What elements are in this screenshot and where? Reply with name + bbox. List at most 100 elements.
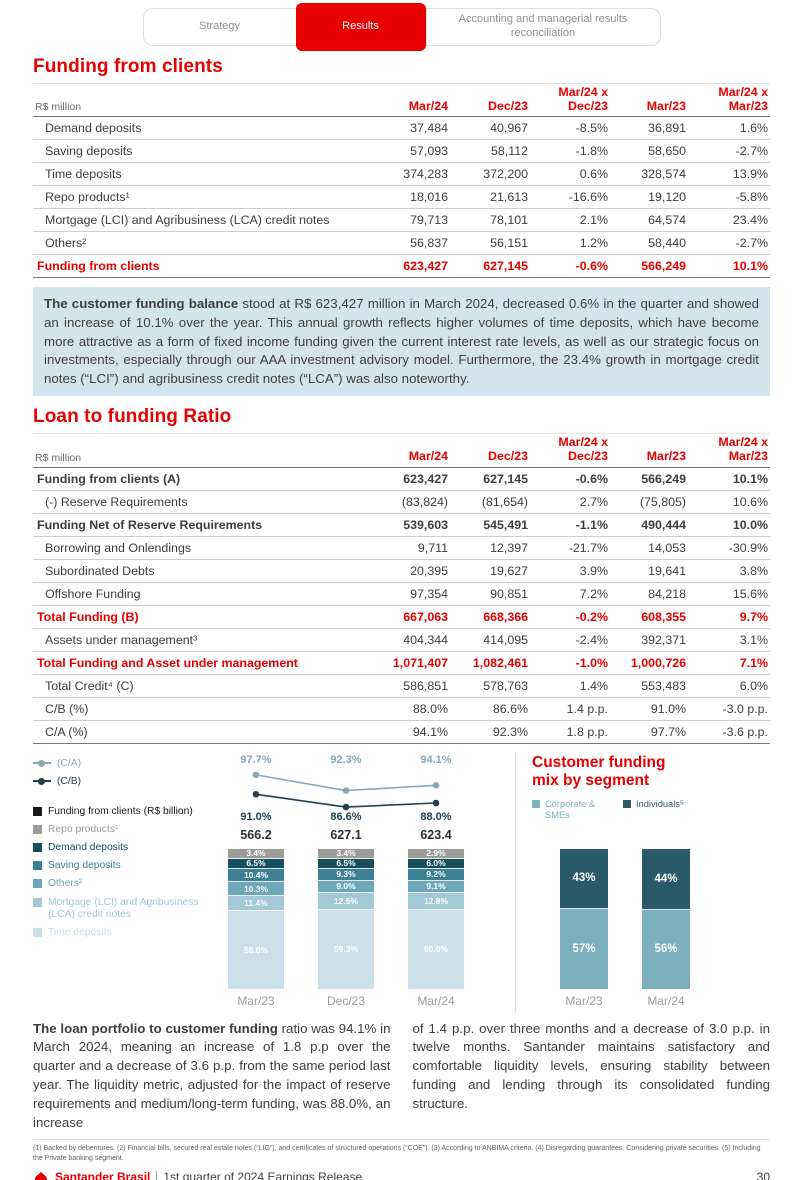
cell-value: -0.6%	[575, 259, 608, 274]
table-row: Others² 56,837 56,151 1.2% 58,440 -2.7%	[33, 232, 770, 256]
cell-value: 19,627	[490, 563, 528, 578]
cell-value: 58,650	[648, 144, 686, 159]
cell-value: 78,101	[490, 213, 528, 228]
cell-value: 64,574	[648, 213, 686, 228]
cell-value: 37,484	[410, 121, 448, 136]
square-marker-icon	[33, 825, 42, 835]
line-point-marker	[342, 786, 350, 794]
table-row: Offshore Funding 97,354 90,851 7.2% 84,218 15…	[33, 583, 770, 606]
cell-value: -21.7%	[568, 540, 608, 555]
cell-value: 374,283	[403, 167, 448, 182]
tab-accounting-reconciliation[interactable]: Accounting and managerial results reconc…	[425, 9, 660, 45]
stacked-bar: 3.4% 6.5% 9.3% 9.0% 12.5% 59.3%	[318, 848, 374, 989]
segment-legend-item: Individuals⁵	[623, 799, 684, 820]
analysis-left-column: The loan portfolio to customer funding r…	[33, 1020, 391, 1133]
cell-value: 84,218	[648, 586, 686, 601]
square-marker-icon	[33, 879, 42, 889]
cell-value: 623,427	[403, 471, 448, 486]
cb-line-labels: 91.0% 86.6% 88.0%	[211, 811, 501, 826]
line-point-marker	[252, 790, 260, 798]
funding-from-clients-table: R$ million Mar/24 Dec/23 Mar/24 x Dec/23 Mar…	[33, 83, 770, 279]
row-label: (-) Reserve Requirements	[45, 494, 188, 509]
cell-value: 586,851	[403, 678, 448, 693]
legend-item: Demand deposits	[33, 842, 211, 854]
charts-section: (C/A) (C/B) Funding from clients (R$ billi…	[33, 751, 770, 1012]
table-row: Funding Net of Reserve Requirements 539,6…	[33, 514, 770, 537]
bar-category-labels: Mar/23 Dec/23 Mar/24	[211, 994, 501, 1012]
cell-value: 7.1%	[739, 655, 768, 670]
legend-label: (C/B)	[57, 775, 82, 787]
tab-results[interactable]: Results	[295, 3, 426, 51]
category-label: Dec/23	[326, 993, 366, 1008]
cell-value: 57,093	[410, 144, 448, 159]
table-row: Subordinated Debts 20,395 19,627 3.9% 19,641…	[33, 560, 770, 583]
stacked-bars: 3.4% 6.5% 10.4% 10.3% 11.4% 58.0% 3.4% 6.5% 9.3%…	[211, 848, 501, 989]
square-marker-icon	[532, 800, 540, 809]
table-column-header: Mar/24	[408, 448, 448, 463]
table-row: Total Funding (B) 667,063 668,366 -0.2% 608,…	[33, 606, 770, 629]
legend-label: Saving deposits	[48, 860, 121, 872]
cell-value: 3.1%	[739, 632, 768, 647]
bar-segment: 12.8%	[408, 892, 464, 910]
cell-value: (83,824)	[401, 494, 448, 509]
cell-value: 1.4%	[579, 678, 608, 693]
tab-strategy[interactable]: Strategy	[199, 20, 240, 33]
analysis-text: The loan portfolio to customer funding r…	[33, 1020, 770, 1133]
row-label: Assets under management³	[45, 632, 198, 647]
table-row: Funding from clients 623,427 627,145 -0.6% 5…	[33, 255, 770, 279]
table-row: Total Funding and Asset under management…	[33, 652, 770, 675]
cell-value: 58,440	[648, 236, 686, 251]
line-point-marker	[432, 799, 440, 806]
cell-value: 1.2%	[579, 236, 608, 251]
cell-value: 14,053	[648, 540, 686, 555]
line-marker-icon	[33, 759, 51, 768]
segment-legend-item: Corporate & SMEs	[532, 799, 607, 820]
cell-value: 79,713	[410, 213, 448, 228]
cell-value: -1.8%	[575, 144, 608, 159]
table-row: (-) Reserve Requirements (83,824) (81,654)…	[33, 491, 770, 514]
legend-item: (C/A)	[33, 758, 211, 770]
row-label: C/A (%)	[45, 724, 88, 739]
table-column-header: Mar/23	[646, 448, 686, 463]
footer-divider	[156, 1170, 158, 1180]
square-marker-icon	[33, 927, 42, 937]
cb-value-label: 86.6%	[330, 810, 362, 823]
total-value-label: 566.2	[240, 827, 272, 842]
legend-item: Mortgage (LCI) and Agribusiness (LCA) cr…	[33, 897, 211, 921]
bar-segment: 58.0%	[228, 911, 284, 989]
row-label: Funding from clients (A)	[37, 471, 181, 486]
cell-value: 9.7%	[739, 609, 768, 624]
bar-total-labels: 566.2 627.1 623.4	[211, 828, 501, 847]
analysis-right-column: of 1.4 p.p. over three months and a decr…	[412, 1020, 771, 1112]
total-value-label: 627.1	[330, 827, 362, 842]
ca-line-labels: 97.7% 92.3% 94.1%	[211, 754, 501, 769]
table-row: Mortgage (LCI) and Agribusiness (LCA) cr…	[33, 209, 770, 233]
cell-value: 1,071,407	[392, 655, 448, 670]
row-label: Mortgage (LCI) and Agribusiness (LCA) cr…	[45, 213, 330, 228]
cell-value: 668,366	[483, 609, 528, 624]
bar-segment: 6.0%	[408, 858, 464, 869]
table-column-header: Mar/24 x Mar/23	[718, 85, 768, 113]
row-label: Borrowing and Onlendings	[45, 540, 192, 555]
bar-segment: 3.4%	[228, 848, 284, 859]
funding-mix-chart: 97.7% 92.3% 94.1% 91.0% 86.6% 88.0% 566.2 627…	[211, 752, 501, 1012]
category-label: Mar/24	[647, 993, 685, 1008]
ratio-line-chart	[252, 771, 440, 810]
analysis-lead: The loan portfolio to customer funding	[33, 1020, 278, 1036]
cell-value: 90,851	[490, 586, 528, 601]
cell-value: -30.9%	[728, 540, 768, 555]
table-row: Saving deposits 57,093 58,112 -1.8% 58,650 -2…	[33, 140, 770, 164]
cell-value: 1.6%	[739, 121, 768, 136]
cell-value: 6.0%	[739, 678, 768, 693]
cell-value: 566,249	[641, 471, 686, 486]
funding-chart-legend: (C/A) (C/B) Funding from clients (R$ billi…	[33, 752, 211, 1012]
bar-column: 3.4% 6.5% 9.3% 9.0% 12.5% 59.3%	[301, 848, 391, 989]
legend-label: Time deposits	[48, 926, 112, 938]
bar-segment: 3.4%	[318, 848, 374, 859]
bar-segment: 9.0%	[318, 880, 374, 893]
bar-segment: 56%	[642, 910, 690, 989]
line-point-marker	[342, 803, 350, 810]
cell-value: 86.6%	[492, 701, 528, 716]
table-header-row: R$ million Mar/24 Dec/23 Mar/24 x Dec/23 Mar…	[33, 433, 770, 468]
